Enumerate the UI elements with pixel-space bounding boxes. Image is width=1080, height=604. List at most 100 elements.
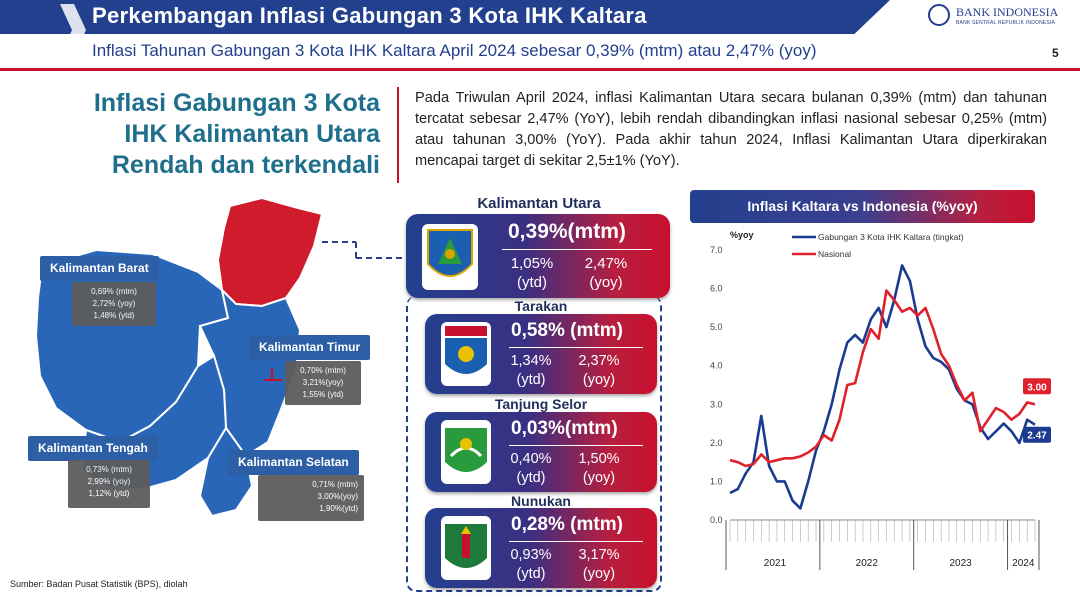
nunukan-yoy-value: 3,17% (578, 547, 620, 563)
y-tick-label: 1.0 (710, 476, 723, 486)
headline-line-1: Inflasi Gabungan 3 Kota (93, 89, 380, 117)
kaltim-yoy: 3,21%(yoy) (302, 378, 344, 387)
card-title-nunukan: Nunukan (511, 493, 571, 509)
tanjung-selor-yoy-label: (yoy) (582, 470, 616, 486)
legend-label: Gabungan 3 Kota IHK Kaltara (tingkat) (818, 232, 964, 242)
tanjung-selor-rule (509, 445, 643, 446)
label-kalteng-body: 0,73% (mtm) 2,99% (yoy) 1,12% (ytd) (68, 460, 150, 508)
nunukan-mtm: 0,28% (mtm) (511, 514, 623, 535)
nunukan-ytd: 0,93% (ytd) (505, 546, 557, 584)
vertical-divider (397, 87, 399, 183)
map-region-kalimantan-utara (216, 196, 324, 308)
cards-frame (406, 296, 662, 592)
y-tick-label: 4.0 (710, 361, 723, 371)
kalbar-ytd: 1,48% (ytd) (93, 311, 135, 320)
tarakan-ytd-label: (ytd) (516, 372, 546, 388)
logo-tagline: BANK SENTRAL REPUBLIK INDONESIA (956, 20, 1056, 26)
card-tanjung-selor: 0,03%(mtm) 0,40% (ytd) 1,50% (yoy) (425, 412, 657, 492)
tanjung-selor-ytd-value: 0,40% (510, 451, 552, 467)
page-subtitle: Inflasi Tahunan Gabungan 3 Kota IHK Kalt… (92, 41, 817, 60)
y-tick-label: 2.0 (710, 438, 723, 448)
card-nunukan: 0,28% (mtm) 0,93% (ytd) 3,17% (yoy) (425, 508, 657, 588)
bi-seal-icon (928, 4, 950, 26)
source-note: Sumber: Badan Pusat Statistik (BPS), dio… (10, 579, 188, 589)
tarakan-ytd: 1,34% (ytd) (505, 352, 557, 390)
kaltara-emblem-icon (422, 224, 478, 290)
end-label-national: 3.00 (1027, 382, 1047, 393)
map-region-kalimantan-timur (198, 286, 302, 458)
kaltara-ytd-value: 1,05% (510, 255, 554, 272)
kalbar-yoy: 2,72% (yoy) (92, 299, 136, 308)
label-kalbar-head: Kalimantan Barat (40, 256, 159, 281)
nunukan-rule (509, 541, 643, 542)
chart-title: Inflasi Kaltara vs Indonesia (%yoy) (690, 190, 1035, 223)
tarakan-emblem-icon (441, 322, 491, 386)
series-line-nasional (729, 289, 1036, 468)
kalsel-mtm: 0,71% (mtm) (312, 480, 358, 489)
inflation-chart: Inflasi Kaltara vs Indonesia (%yoy) %yoy… (690, 190, 1070, 580)
card-kaltara: 0,39%(mtm) 1,05% (ytd) 2,47% (yoy) (406, 214, 670, 298)
end-label-kaltara: 2.47 (1027, 431, 1047, 442)
y-tick-label: 6.0 (710, 284, 723, 294)
label-kalsel-body: 0,71% (mtm) 3,00%(yoy) 1,90%(ytd) (258, 475, 364, 521)
header-title-bar (0, 0, 890, 34)
nunukan-yoy-label: (yoy) (582, 566, 616, 582)
kalteng-mtm: 0,73% (mtm) (86, 465, 132, 474)
end-label-kaltara-bg (1023, 426, 1051, 443)
kaltara-yoy-value: 2,47% (584, 255, 628, 272)
y-tick-label: 3.0 (710, 399, 723, 409)
tarakan-yoy: 2,37% (yoy) (571, 352, 627, 390)
year-label: 2022 (856, 558, 879, 569)
tanjung-selor-yoy-value: 1,50% (578, 451, 620, 467)
chevron-icon (60, 4, 86, 56)
nunukan-emblem-icon (441, 516, 491, 580)
tanjung-selor-emblem-icon (441, 420, 491, 484)
tanjung-selor-ytd-label: (ytd) (516, 470, 546, 486)
y-axis-label: %yoy (730, 230, 754, 240)
nunukan-ytd-label: (ytd) (516, 566, 546, 582)
year-label: 2021 (764, 558, 787, 569)
kalbar-mtm: 0,69% (mtm) (91, 287, 137, 296)
label-kaltim-body: 0,70% (mtm) 3,21%(yoy) 1,55% (ytd) (285, 361, 361, 405)
kalteng-ytd: 1,12% (ytd) (88, 489, 130, 498)
summary-paragraph: Pada Triwulan April 2024, inflasi Kalima… (415, 90, 1047, 169)
tarakan-ytd-value: 1,34% (510, 353, 552, 369)
kaltara-yoy: 2,47% (yoy) (576, 254, 636, 292)
page-title: Perkembangan Inflasi Gabungan 3 Kota IHK… (92, 3, 647, 28)
headline-line-2: IHK Kalimantan Utara (124, 120, 380, 148)
label-kalteng-head: Kalimantan Tengah (28, 436, 158, 461)
headline-line-3: Rendah dan terkendali (111, 151, 380, 179)
end-label-national-bg (1023, 378, 1051, 395)
tanjung-selor-mtm: 0,03%(mtm) (511, 418, 618, 439)
y-tick-label: 5.0 (710, 322, 723, 332)
card-tarakan: 0,58% (mtm) 1,34% (ytd) 2,37% (yoy) (425, 314, 657, 394)
header-divider (0, 68, 1080, 71)
kalsel-ytd: 1,90%(ytd) (319, 504, 358, 513)
nunukan-ytd-value: 0,93% (510, 547, 552, 563)
label-kalsel-head: Kalimantan Selatan (228, 450, 359, 475)
card-title-kaltara: Kalimantan Utara (477, 195, 601, 212)
kalsel-yoy: 3,00%(yoy) (317, 492, 358, 501)
legend-label: Nasional (818, 249, 851, 259)
card-title-tarakan: Tarakan (514, 298, 568, 314)
bank-indonesia-logo: BANK INDONESIA BANK SENTRAL REPUBLIK IND… (928, 4, 1073, 34)
chart-svg: %yoy 0.0 1.0 2.0 3.0 4.0 5.0 6.0 7.0 2021 2022 2023… (710, 230, 1051, 570)
card-title-tanjung-selor: Tanjung Selor (494, 396, 588, 412)
tarakan-mtm: 0,58% (mtm) (511, 320, 623, 341)
tarakan-yoy-value: 2,37% (578, 353, 620, 369)
nunukan-yoy: 3,17% (yoy) (571, 546, 627, 584)
kaltara-yoy-label: (yoy) (589, 274, 623, 291)
year-label: 2023 (949, 558, 972, 569)
tarakan-rule (509, 347, 643, 348)
tanjung-selor-yoy: 1,50% (yoy) (571, 450, 627, 488)
kaltim-ytd: 1,55% (ytd) (302, 390, 344, 399)
year-label: 2024 (1012, 558, 1035, 569)
kaltara-ytd-label: (ytd) (517, 274, 547, 291)
label-kalbar-body: 0,69% (mtm) 2,72% (yoy) 1,48% (ytd) (72, 282, 156, 326)
label-kaltim-head: Kalimantan Timur (249, 335, 371, 360)
kaltara-ytd: 1,05% (ytd) (502, 254, 562, 292)
kaltara-rule (502, 249, 652, 250)
tanjung-selor-ytd: 0,40% (ytd) (505, 450, 557, 488)
y-tick-label: 7.0 (710, 245, 723, 255)
headline: Inflasi Gabungan 3 Kota IHK Kalimantan U… (20, 88, 380, 181)
